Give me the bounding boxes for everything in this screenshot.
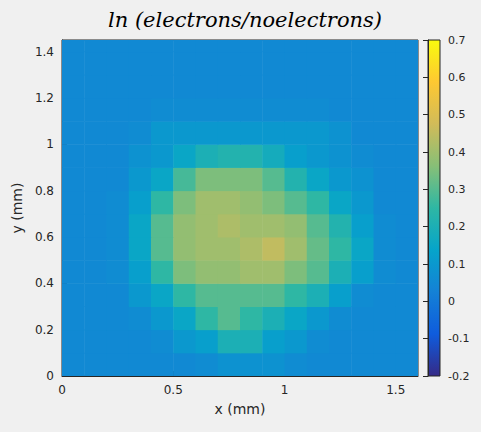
svg-text:0.8: 0.8 — [35, 184, 54, 198]
svg-text:0.6: 0.6 — [35, 230, 54, 244]
svg-text:ln (electrons/noelectrons): ln (electrons/noelectrons) — [108, 8, 382, 32]
svg-text:0.1: 0.1 — [448, 258, 466, 271]
svg-text:0.4: 0.4 — [35, 276, 54, 290]
svg-text:0.6: 0.6 — [448, 71, 466, 84]
svg-text:1.5: 1.5 — [386, 383, 405, 397]
svg-text:y (mm): y (mm) — [9, 183, 25, 234]
svg-text:0.7: 0.7 — [448, 34, 466, 47]
svg-text:0.2: 0.2 — [448, 220, 466, 233]
svg-text:0.5: 0.5 — [164, 383, 183, 397]
svg-text:1: 1 — [46, 137, 54, 151]
svg-text:-0.1: -0.1 — [448, 332, 469, 345]
svg-text:x (mm): x (mm) — [215, 401, 266, 417]
svg-text:0: 0 — [58, 383, 66, 397]
svg-text:0: 0 — [46, 369, 54, 383]
svg-text:0.2: 0.2 — [35, 323, 54, 337]
svg-text:0.4: 0.4 — [448, 146, 466, 159]
svg-text:1: 1 — [281, 383, 289, 397]
svg-text:0.3: 0.3 — [448, 183, 466, 196]
svg-text:1.2: 1.2 — [35, 91, 54, 105]
svg-text:-0.2: -0.2 — [448, 370, 469, 383]
svg-text:1.4: 1.4 — [35, 45, 54, 59]
svg-text:0: 0 — [448, 295, 455, 308]
svg-text:0.5: 0.5 — [448, 108, 466, 121]
